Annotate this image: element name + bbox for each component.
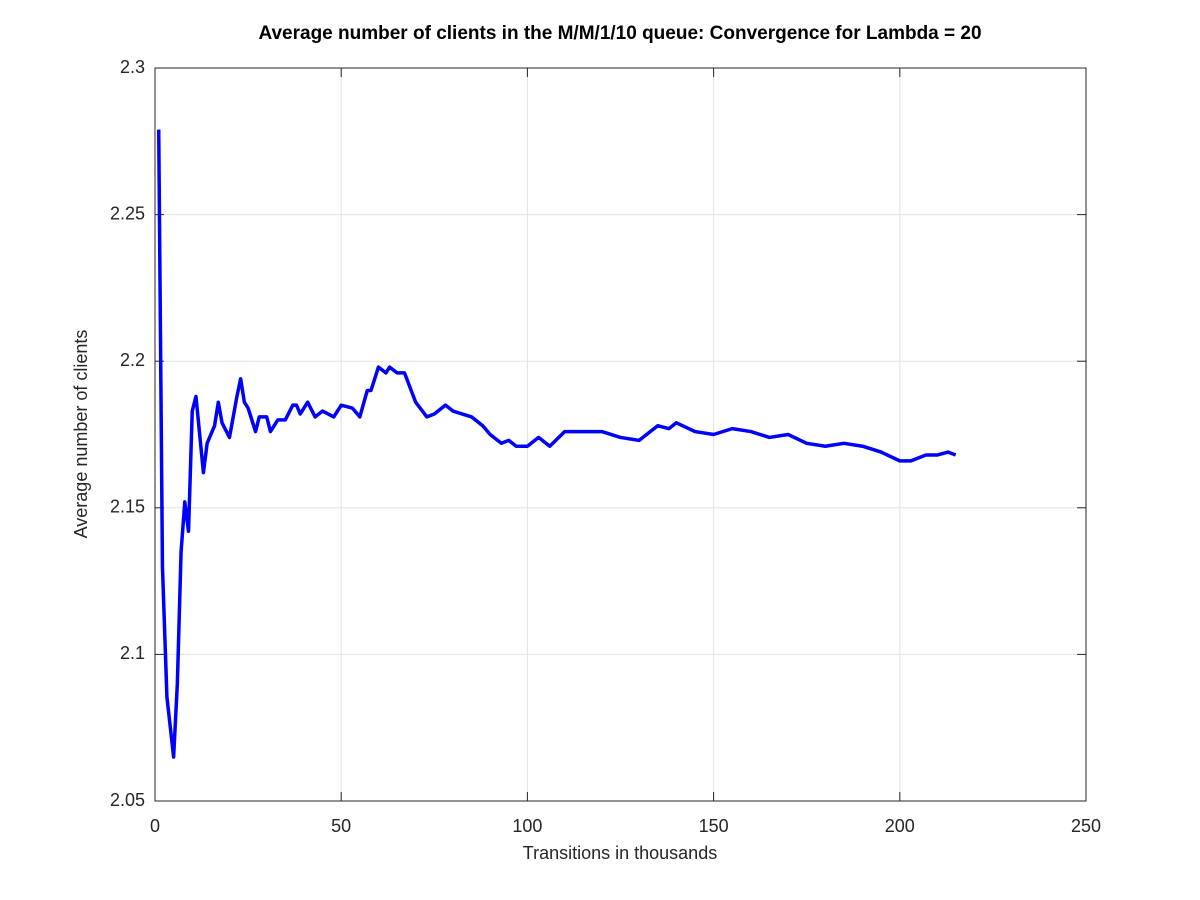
- y-tick-label: 2.2: [120, 350, 145, 370]
- y-tick-label: 2.3: [120, 57, 145, 77]
- y-axis-label: Average number of clients: [71, 330, 91, 539]
- x-axis-label: Transitions in thousands: [523, 843, 717, 863]
- x-tick-label: 200: [885, 816, 915, 836]
- x-tick-label: 100: [512, 816, 542, 836]
- y-tick-label: 2.15: [110, 497, 145, 517]
- x-tick-label: 50: [331, 816, 351, 836]
- plot-frame: [154, 67, 1087, 802]
- x-tick-label: 0: [150, 816, 160, 836]
- x-tick-label: 250: [1071, 816, 1101, 836]
- chart-title: Average number of clients in the M/M/1/1…: [258, 23, 981, 44]
- y-tick-label: 2.25: [110, 203, 145, 223]
- data-line: [156, 129, 957, 759]
- x-tick-label: 150: [699, 816, 729, 836]
- y-tick-label: 2.05: [110, 790, 145, 810]
- y-tick-label: 2.1: [120, 643, 145, 663]
